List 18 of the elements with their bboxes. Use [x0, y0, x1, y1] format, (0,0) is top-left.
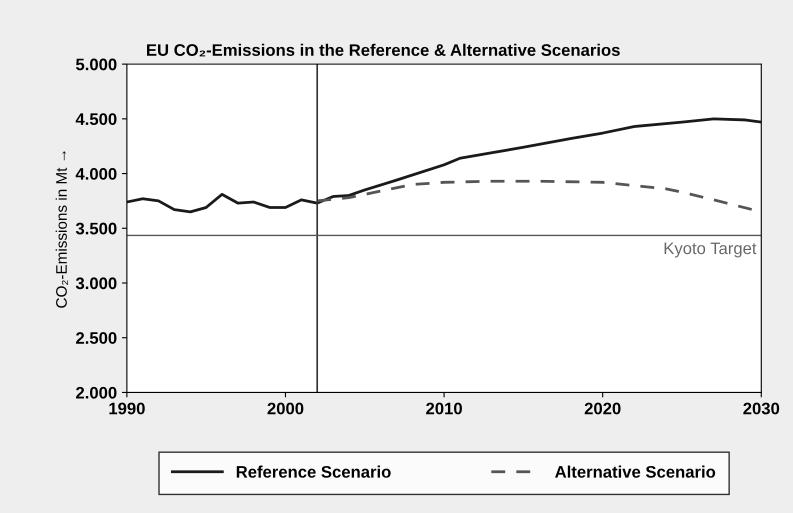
- y-tick-label: 4.500: [76, 113, 116, 126]
- y-axis-title: CO₂-Emissions in Mt →: [56, 151, 68, 308]
- x-tick-label: 2010: [426, 402, 462, 414]
- y-tick-label: 2.500: [76, 332, 116, 344]
- ref-line-label: Kyoto Target: [664, 242, 756, 258]
- y-tick-label: 3.000: [76, 277, 116, 290]
- chart-title: EU CO₂-Emissions in the Reference & Alternative Scenarios: [147, 44, 620, 56]
- x-tick-label: 2000: [268, 402, 304, 414]
- line-series: [126, 117, 762, 214]
- x-tick-label: 2030: [743, 402, 780, 414]
- y-tick-label: 2.000: [76, 386, 116, 399]
- y-tick-label: 4.000: [76, 168, 116, 180]
- legend-label: Alternative Scenario: [555, 466, 716, 478]
- legend-label: Reference Scenario: [236, 466, 391, 478]
- x-tick-label: 1990: [109, 402, 145, 414]
- y-tick-label: 5.000: [76, 58, 116, 70]
- y-tick-label: 3.500: [76, 222, 116, 235]
- x-tick-label: 2020: [584, 402, 621, 414]
